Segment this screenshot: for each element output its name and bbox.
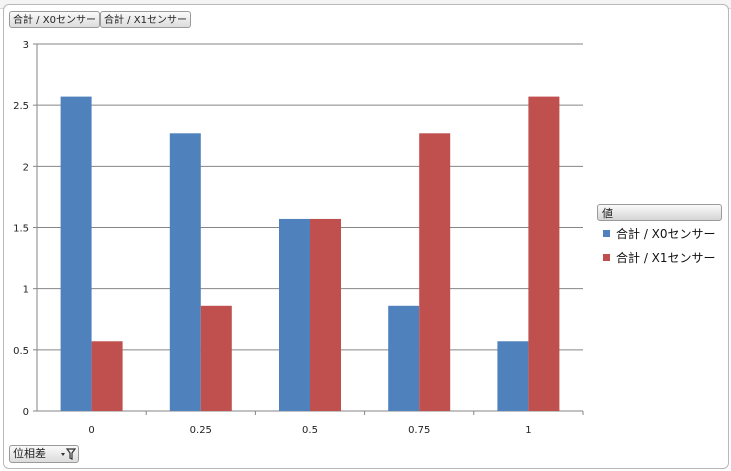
legend-swatch-x0	[603, 230, 610, 237]
axis-field-label: 位相差	[13, 447, 46, 460]
x-tick-label: 0.25	[190, 425, 212, 436]
bar-x0	[169, 133, 201, 411]
bar-x1	[200, 305, 232, 411]
bar-x1	[528, 96, 560, 411]
y-tick-label: 1	[23, 285, 29, 296]
bar-x1	[310, 218, 341, 411]
y-tick-label: 3	[23, 40, 29, 51]
bar-x0	[60, 96, 92, 411]
y-tick-label: 2.5	[13, 101, 29, 112]
value-field-button-x1[interactable]: 合計 / X1センサー	[100, 11, 191, 28]
y-tick-label: 0	[23, 407, 29, 418]
x-tick-label: 0.5	[302, 425, 318, 436]
legend-swatch-x1	[603, 254, 610, 261]
legend-item-x1: 合計 / X1センサー	[603, 250, 716, 266]
axis-field-button[interactable]: 位相差	[9, 445, 79, 463]
y-tick-label: 0.5	[13, 346, 29, 357]
legend-title: 値	[597, 204, 722, 221]
legend-item-x0: 合計 / X0センサー	[603, 226, 716, 242]
filter-dropdown-icon[interactable]	[60, 447, 77, 461]
x-tick-label: 0	[88, 425, 94, 436]
value-field-button-x0[interactable]: 合計 / X0センサー	[9, 11, 100, 28]
x-tick-label: 1	[525, 425, 531, 436]
legend-label-x0: 合計 / X0センサー	[616, 227, 716, 241]
bar-x0	[279, 218, 310, 411]
bar-x1	[419, 133, 451, 411]
legend-label-x1: 合計 / X1センサー	[616, 251, 716, 265]
x-tick-label: 0.75	[408, 425, 430, 436]
bar-x0	[388, 305, 420, 411]
bar-x0	[497, 341, 529, 411]
y-tick-label: 1.5	[13, 224, 29, 235]
y-tick-label: 2	[23, 162, 29, 173]
bar-x1	[91, 341, 123, 411]
